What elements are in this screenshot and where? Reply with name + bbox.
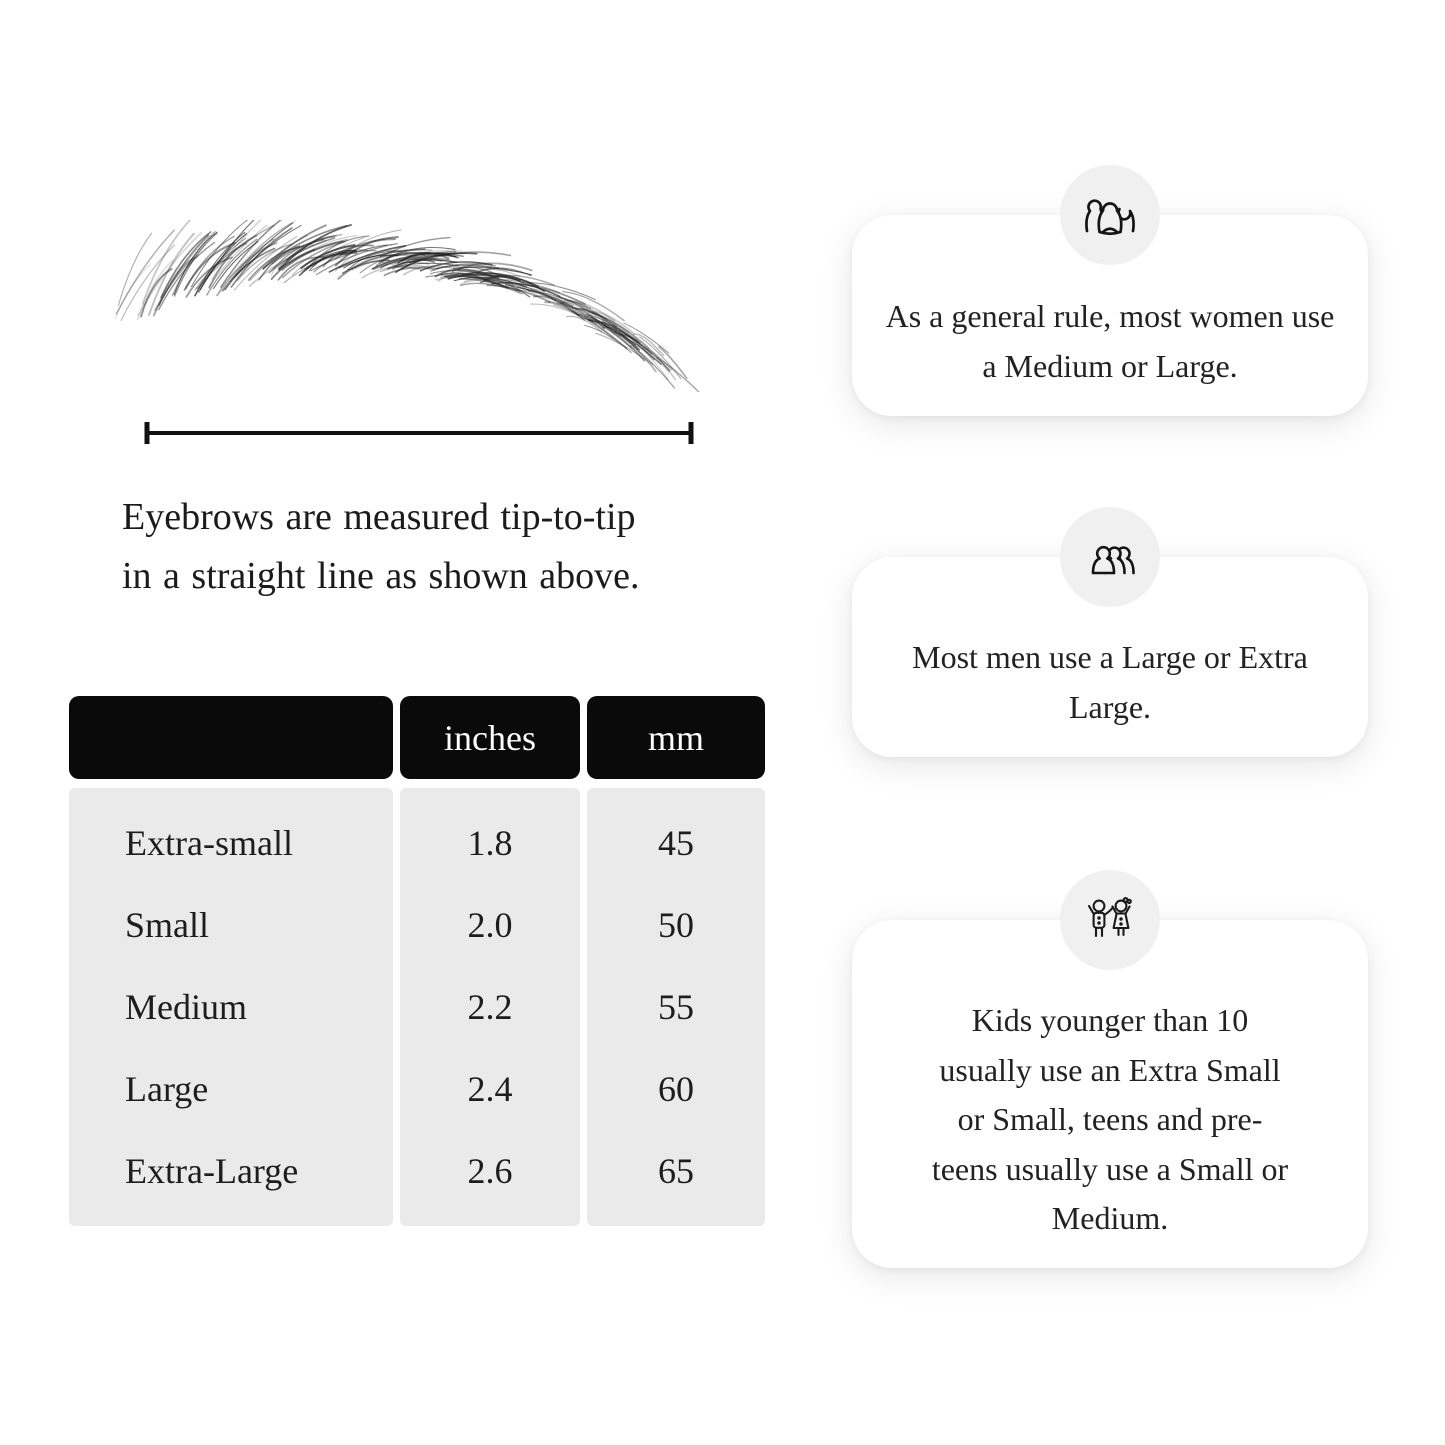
eyebrow-illustration [114,220,700,392]
mm-value: 65 [658,1151,694,1191]
size-label: Small [125,905,210,945]
inches-value: 1.8 [467,823,513,863]
size-table-body: Extra-small Small Medium Large Extra-Lar… [69,788,765,1226]
mm-value: 55 [658,987,694,1027]
women-group-icon [1060,165,1160,265]
mm-value: 50 [658,905,694,945]
mm-value: 60 [658,1069,694,1109]
mm-value: 45 [658,823,694,863]
header-inches: inches [400,696,580,779]
column-inches-values: 1.8 2.0 2.2 2.4 2.6 [400,788,580,1226]
column-size-labels: Extra-small Small Medium Large Extra-Lar… [69,788,393,1226]
info-card-kids: Kids younger than 10 usually use an Extr… [852,870,1368,1268]
caption-line-1: Eyebrows are measured tip-to-tip [122,496,636,538]
info-card-women: As a general rule, most women use a Medi… [852,165,1368,416]
size-table: inches mm Extra-small Small Medium Large… [69,696,765,1226]
measurement-caption: Eyebrows are measured tip-to-tip in a str… [122,488,742,606]
info-card-kids-text: Kids younger than 10 usually use an Extr… [931,1002,1289,1237]
size-table-header: inches mm [69,696,765,779]
caption-line-2: in a straight line as shown above. [122,554,640,597]
header-mm: mm [587,696,765,779]
size-label: Extra-small [125,823,293,863]
header-size [69,696,393,779]
column-mm-values: 45 50 55 60 65 [587,788,765,1226]
info-card-women-text: As a general rule, most women use a Medi… [885,297,1335,384]
inches-value: 2.6 [467,1151,513,1191]
info-card-men-text: Most men use a Large or Extra Large. [912,639,1308,725]
size-label: Extra-Large [125,1151,299,1191]
info-card-men: Most men use a Large or Extra Large. [852,507,1368,757]
inches-value: 2.0 [467,905,513,945]
kids-icon [1060,870,1160,970]
inches-value: 2.4 [467,1069,513,1109]
size-label: Large [125,1069,209,1109]
measurement-line [144,422,694,444]
size-label: Medium [125,987,247,1027]
men-group-icon [1060,507,1160,607]
inches-value: 2.2 [467,987,513,1027]
